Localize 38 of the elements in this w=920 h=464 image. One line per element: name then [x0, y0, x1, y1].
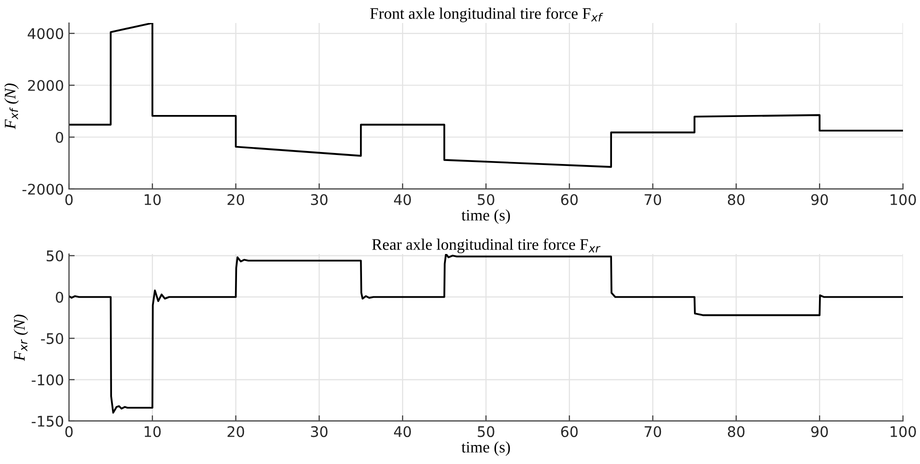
x-tick-label: 20	[228, 194, 244, 206]
y-axis-title: F$_{xr}$ (N)	[14, 314, 28, 362]
x-tick-label: 70	[644, 426, 662, 438]
y-tick-label: 0	[56, 292, 64, 303]
x-tick-label: 60	[561, 194, 578, 206]
x-tick-label: 50	[478, 426, 494, 438]
x-tick-label: 80	[728, 194, 744, 206]
x-tick-label: 10	[144, 194, 161, 206]
y-tick-label: -2000	[22, 184, 64, 195]
x-axis-title: time (s)	[462, 441, 510, 456]
y-tick-label: 0	[56, 132, 64, 143]
x-tick-label: 80	[728, 426, 744, 438]
line-series	[69, 23, 903, 168]
y-tick-label: -100	[32, 374, 64, 386]
x-tick-label: 20	[228, 426, 244, 438]
x-axis-title: time (s)	[462, 209, 510, 224]
y-tick-label: 4000	[28, 28, 64, 40]
x-tick-label: 10	[144, 426, 161, 438]
x-tick-label: 90	[811, 194, 828, 206]
x-tick-label: 0	[65, 426, 73, 438]
y-axis-title: F$_{xf}$ (N)	[4, 83, 19, 130]
y-tick-label: -50	[41, 333, 64, 344]
x-tick-label: 40	[394, 194, 411, 206]
x-tick-label: 40	[394, 426, 411, 438]
y-tick-label: 2000	[28, 80, 64, 91]
x-tick-label: 0	[65, 194, 73, 206]
x-tick-label: 100	[890, 194, 916, 206]
x-tick-label: 30	[311, 194, 328, 206]
y-tick-label: 50	[46, 250, 64, 262]
chart-title: Front axle longitudinal tire force F$_{xf}$	[370, 8, 604, 22]
x-tick-label: 60	[561, 426, 578, 438]
x-tick-label: 70	[644, 194, 662, 206]
x-tick-label: 90	[811, 426, 828, 438]
x-tick-label: 30	[311, 426, 328, 438]
y-tick-label: -150	[32, 416, 64, 427]
chart-title: Rear axle longitudinal tire force F$_{xr}$	[372, 238, 600, 254]
x-tick-label: 50	[478, 194, 494, 206]
x-tick-label: 100	[890, 426, 916, 438]
